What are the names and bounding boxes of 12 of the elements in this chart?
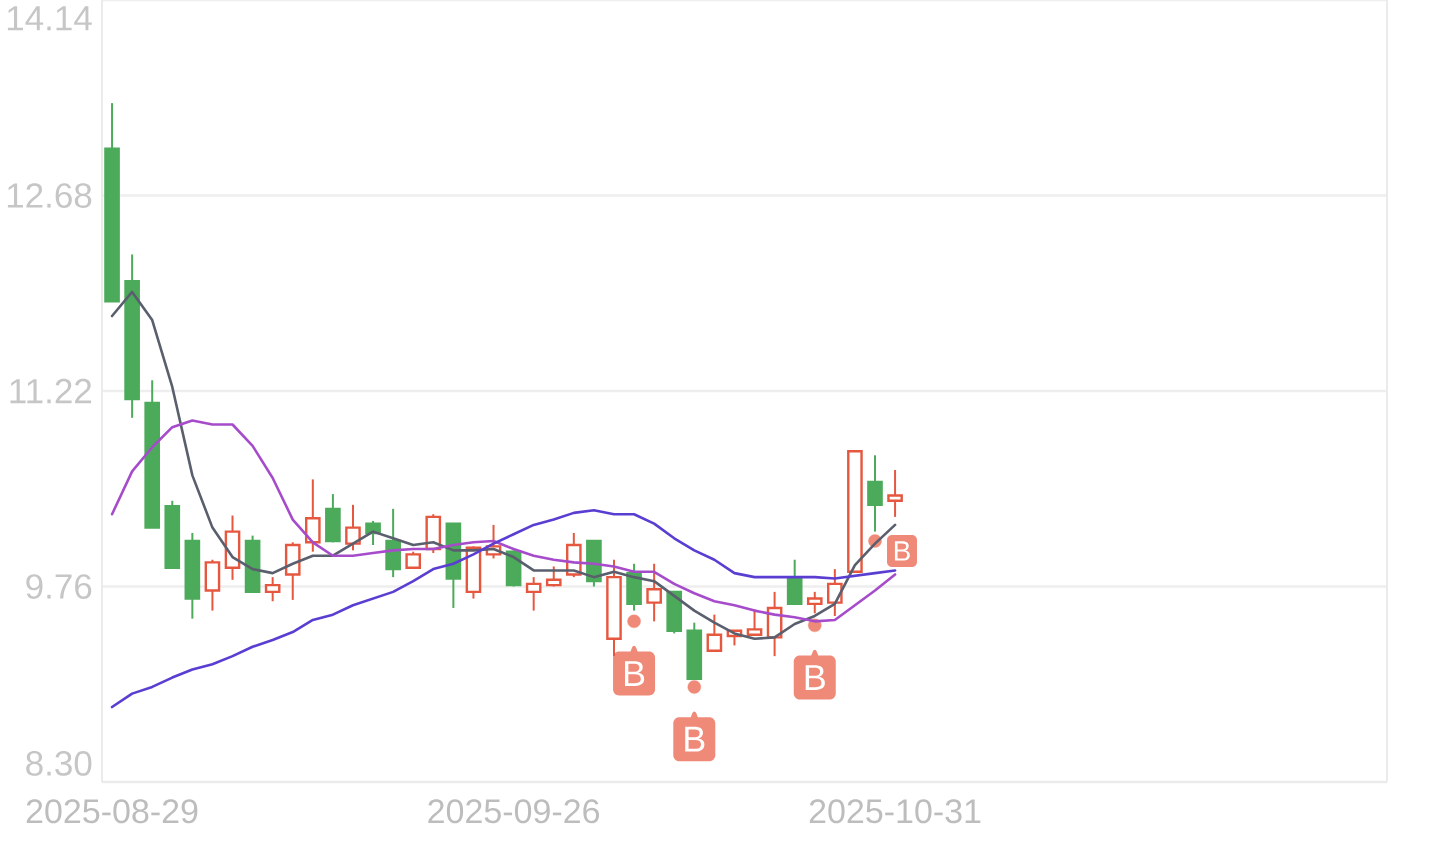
y-tick-label: 8.30 bbox=[26, 751, 92, 776]
data-label: B bbox=[625, 661, 645, 686]
x-tick-label: 2025-10-31 bbox=[809, 799, 981, 824]
y-tick-label: 12.68 bbox=[7, 183, 92, 208]
data-label: B bbox=[894, 541, 910, 561]
y-tick-label: 9.76 bbox=[26, 574, 92, 599]
x-tick-label: 2025-09-26 bbox=[428, 799, 600, 824]
data-label: B bbox=[685, 726, 705, 752]
data-label: B bbox=[805, 665, 825, 690]
y-tick-label: 11.22 bbox=[10, 378, 92, 404]
y-tick-label: 14.14 bbox=[7, 6, 92, 31]
x-tick-label: 2025-08-29 bbox=[26, 799, 198, 824]
